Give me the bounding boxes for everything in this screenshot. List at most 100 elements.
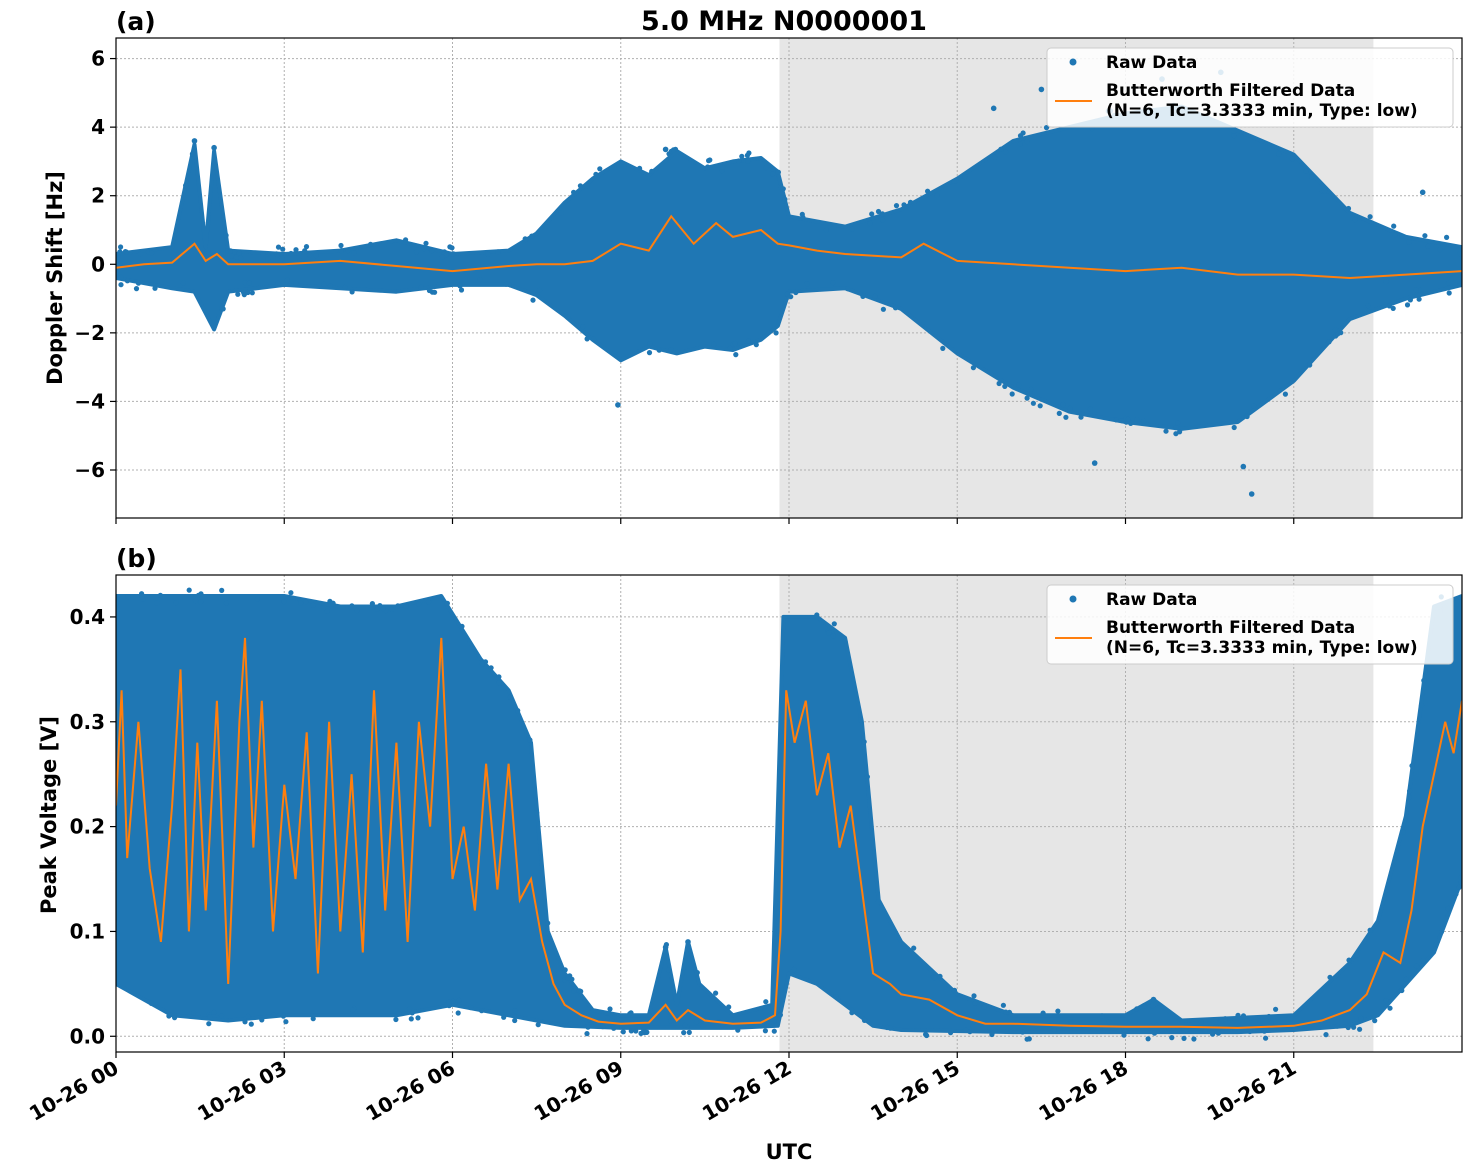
panel-a-raw-data-cloud	[116, 104, 1462, 431]
raw-data-point	[1087, 406, 1093, 412]
raw-data-point	[265, 256, 271, 262]
raw-data-point	[393, 1016, 399, 1023]
raw-data-point	[235, 291, 241, 297]
raw-data-point	[799, 211, 805, 217]
raw-data-point	[279, 255, 285, 262]
raw-data-point	[666, 967, 672, 973]
raw-data-point	[700, 1023, 706, 1029]
raw-data-point	[770, 171, 776, 177]
raw-data-point	[310, 1016, 316, 1022]
y-tick-label: 0	[91, 252, 105, 276]
raw-data-point	[1122, 1027, 1128, 1033]
raw-data-point	[166, 1013, 172, 1019]
raw-data-point	[627, 1011, 633, 1017]
raw-data-point	[446, 999, 452, 1006]
raw-data-point	[1407, 788, 1413, 794]
raw-data-point	[584, 183, 590, 189]
raw-data-point	[1445, 280, 1452, 286]
raw-data-point	[1024, 1036, 1030, 1042]
raw-data-outlier	[211, 144, 217, 151]
raw-data-point	[1175, 420, 1181, 426]
raw-data-point	[998, 146, 1004, 152]
raw-data-point	[567, 1021, 574, 1027]
raw-data-point	[597, 166, 603, 172]
raw-data-point	[970, 365, 977, 371]
raw-data-point	[831, 621, 837, 627]
raw-data-point	[260, 251, 266, 257]
raw-data-point	[117, 249, 123, 255]
legend-raw-marker	[1069, 58, 1077, 66]
raw-data-point	[232, 249, 238, 255]
panel-a-filtered-line	[116, 214, 1462, 280]
raw-data-point	[186, 587, 192, 593]
raw-data-point	[408, 1016, 414, 1022]
raw-data-point	[1422, 233, 1428, 239]
raw-data-point	[720, 164, 726, 170]
raw-data-point	[686, 1029, 692, 1035]
raw-data-point	[1159, 1027, 1165, 1034]
raw-data-point	[205, 220, 211, 226]
raw-data-point	[720, 1022, 726, 1028]
panel-a-label: (a)	[116, 7, 156, 36]
raw-data-point	[297, 257, 303, 263]
raw-data-point	[485, 251, 491, 257]
raw-data-point	[614, 1024, 621, 1030]
legend-filtered-label-line2: (N=6, Tc=3.3333 min, Type: low)	[1106, 101, 1418, 121]
raw-data-point	[1433, 941, 1439, 947]
raw-data-point	[1345, 205, 1352, 212]
raw-data-outlier	[990, 105, 997, 112]
raw-data-point	[739, 153, 745, 159]
raw-data-point	[436, 282, 442, 288]
raw-data-point	[1444, 234, 1450, 240]
raw-data-point	[992, 154, 998, 160]
panel-a-x-ticks	[115, 518, 1295, 524]
y-tick-label: 0.2	[70, 815, 105, 839]
raw-data-point	[1403, 976, 1409, 983]
raw-data-outlier	[191, 138, 198, 144]
raw-data-point	[706, 158, 712, 164]
raw-data-point	[569, 976, 575, 982]
raw-data-outlier	[615, 402, 621, 408]
raw-data-point	[1345, 1024, 1351, 1031]
raw-data-point	[303, 599, 309, 605]
raw-data-point	[280, 1013, 286, 1019]
raw-data-point	[275, 244, 282, 250]
raw-data-point	[288, 590, 294, 596]
raw-data-point	[637, 165, 643, 171]
peak-voltage-panel: 0.4 0.3 0.2 0.1 0.0 (b) Peak Voltage [V] Raw…	[37, 544, 1463, 1058]
raw-data-point	[1273, 1006, 1279, 1012]
raw-data-point	[449, 245, 455, 251]
raw-data-point	[1181, 1035, 1187, 1041]
x-tick-label: 10-26 21	[1203, 1056, 1301, 1126]
raw-data-point	[711, 341, 717, 347]
raw-data-point	[1413, 963, 1420, 969]
raw-data-point	[771, 1028, 777, 1034]
raw-data-point	[861, 1017, 868, 1024]
raw-data-point	[123, 249, 129, 255]
raw-data-point	[1399, 987, 1405, 994]
raw-data-point	[139, 594, 145, 600]
raw-data-point	[733, 352, 739, 358]
raw-data-point	[1198, 1019, 1204, 1025]
raw-data-point	[248, 1021, 254, 1027]
y-tick-label: 6	[91, 47, 105, 71]
raw-data-point	[1235, 1012, 1241, 1018]
raw-data-point	[1406, 239, 1412, 245]
raw-data-point	[951, 178, 957, 184]
raw-data-point	[682, 1022, 688, 1028]
y-tick-label: 0.1	[70, 919, 105, 943]
raw-data-point	[901, 202, 907, 208]
raw-data-point	[590, 336, 597, 342]
raw-data-outlier	[1321, 187, 1328, 194]
raw-data-point	[1017, 141, 1023, 147]
raw-data-point	[951, 987, 958, 994]
raw-data-point	[1390, 305, 1396, 311]
raw-data-point	[377, 603, 383, 609]
raw-data-point	[1240, 1013, 1247, 1019]
raw-data-point	[118, 244, 124, 250]
legend-box	[1046, 584, 1454, 665]
raw-data-point	[327, 283, 333, 289]
raw-data-point	[249, 290, 255, 296]
raw-data-point	[374, 606, 380, 613]
y-tick-label: 0.0	[70, 1024, 105, 1048]
